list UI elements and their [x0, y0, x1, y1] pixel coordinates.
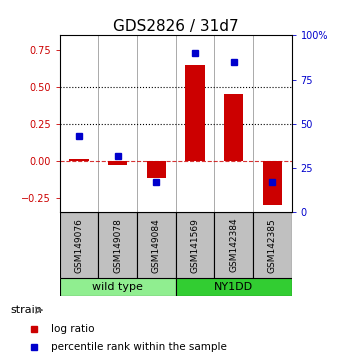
Bar — [60, 212, 98, 278]
Bar — [69, 159, 89, 161]
Bar — [108, 161, 127, 165]
Bar — [176, 278, 292, 296]
Bar — [185, 65, 205, 161]
Text: GSM141569: GSM141569 — [190, 218, 199, 273]
Text: NY1DD: NY1DD — [214, 282, 253, 292]
Bar — [176, 212, 214, 278]
Text: strain: strain — [10, 305, 42, 315]
Bar — [224, 95, 243, 161]
Bar — [137, 212, 176, 278]
Text: GSM149084: GSM149084 — [152, 218, 161, 273]
Bar — [253, 212, 292, 278]
Text: GSM149076: GSM149076 — [74, 218, 84, 273]
Bar — [98, 212, 137, 278]
Text: GSM142384: GSM142384 — [229, 218, 238, 273]
Title: GDS2826 / 31d7: GDS2826 / 31d7 — [113, 19, 238, 34]
Bar — [263, 161, 282, 205]
Text: GSM149078: GSM149078 — [113, 218, 122, 273]
Bar — [60, 278, 176, 296]
Bar — [214, 212, 253, 278]
Text: percentile rank within the sample: percentile rank within the sample — [51, 342, 227, 353]
Text: log ratio: log ratio — [51, 324, 95, 334]
Text: GSM142385: GSM142385 — [268, 218, 277, 273]
Text: wild type: wild type — [92, 282, 143, 292]
Bar — [147, 161, 166, 178]
